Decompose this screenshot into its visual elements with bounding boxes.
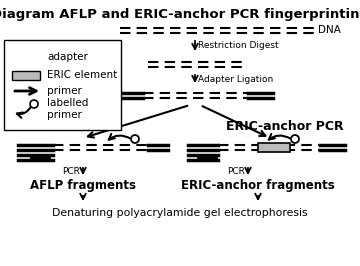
Text: PCR: PCR [227, 167, 245, 176]
Text: Denaturing polyacrylamide gel electrophoresis: Denaturing polyacrylamide gel electropho… [52, 208, 308, 218]
Text: adapter: adapter [47, 52, 88, 62]
Text: ERIC-anchor PCR: ERIC-anchor PCR [226, 119, 344, 132]
Text: Adapter Ligation: Adapter Ligation [198, 74, 273, 84]
Text: ERIC element: ERIC element [47, 70, 117, 80]
Circle shape [291, 135, 299, 143]
Bar [12, 71, 40, 80]
Text: AFLP fragments: AFLP fragments [30, 180, 136, 193]
Bar [4, 40, 121, 130]
Text: PCR: PCR [62, 167, 80, 176]
Text: DNA: DNA [318, 25, 341, 35]
Text: labelled
primer: labelled primer [47, 98, 88, 120]
Bar [258, 143, 290, 152]
Text: primer: primer [47, 86, 82, 96]
Text: Restriction Digest: Restriction Digest [198, 41, 279, 51]
Circle shape [30, 100, 38, 108]
Text: Diagram AFLP and ERIC-anchor PCR fingerprinting: Diagram AFLP and ERIC-anchor PCR fingerp… [0, 8, 360, 21]
Circle shape [131, 135, 139, 143]
Text: ERIC-anchor fragments: ERIC-anchor fragments [181, 180, 335, 193]
Text: AFLP: AFLP [66, 119, 101, 132]
